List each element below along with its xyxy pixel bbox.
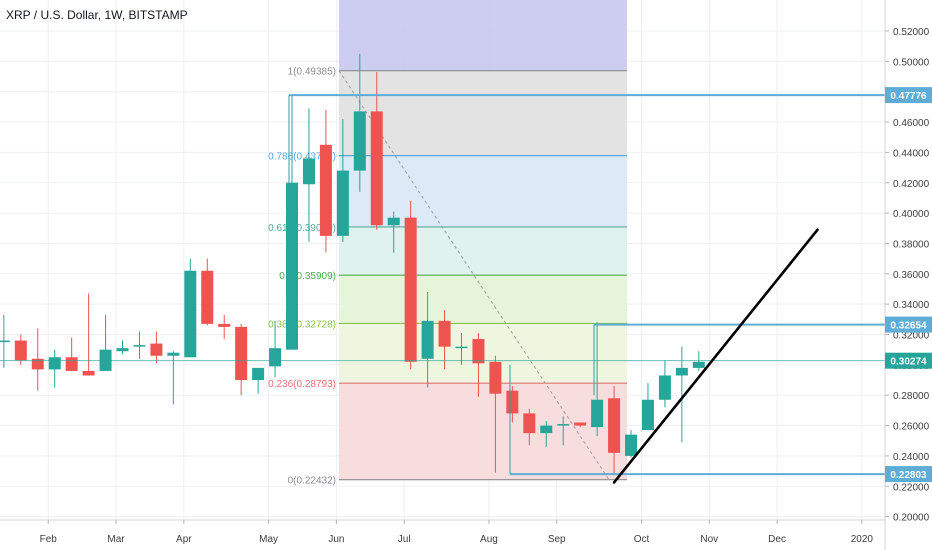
price-badge-label: 0.32654 [890,321,927,332]
fib-level-label: 1(0.49385) [288,67,336,78]
time-axis-label: Oct [634,534,650,545]
candle-body[interactable] [625,434,638,456]
price-axis-label: 0.36000 [893,270,930,281]
candle-body[interactable] [591,399,604,428]
candle-body[interactable] [506,390,519,414]
candle-body[interactable] [82,370,95,376]
candle-body[interactable] [201,270,214,324]
price-axis-label: 0.42000 [893,179,930,190]
candle-body[interactable] [48,357,61,370]
price-axis-label: 0.20000 [893,513,930,524]
price-axis-label: 0.34000 [893,300,930,311]
candle-body[interactable] [252,367,265,381]
price-badge[interactable] [885,87,932,104]
candle-body[interactable] [336,170,349,236]
fib-level-label: 0.382(0.32728) [268,319,336,330]
time-axis-label: Jul [398,534,411,545]
fib-level-label: 0.236(0.28793) [268,379,336,390]
candle-body[interactable] [692,361,705,368]
candle-body[interactable] [438,320,451,347]
time-axis-label: Sep [548,534,566,545]
price-badge[interactable] [885,466,932,483]
price-axis-label: 0.24000 [893,452,930,463]
fibonacci-retracement[interactable]: 1(0.49385) 0.786(0.43787) 0.618(0.39089) 0.… [268,0,627,487]
candle-body[interactable] [574,422,587,426]
price-badge-label: 0.22803 [890,470,927,481]
price-axis-label: 0.40000 [893,209,930,220]
candle-body[interactable] [370,111,383,226]
time-axis-label: Dec [768,534,786,545]
price-axis-label: 0.50000 [893,57,930,68]
candle-body[interactable] [31,358,44,370]
horizontal-price-lines[interactable] [0,94,885,476]
price-badge[interactable] [885,352,932,369]
time-axis-label: Jun [328,534,344,545]
price-axis-label: 0.38000 [893,239,930,250]
time-axis-label: Aug [480,534,498,545]
candle-body[interactable] [523,413,536,434]
candle-body[interactable] [133,345,146,347]
price-badge-label: 0.30274 [890,357,927,368]
candle-body[interactable] [658,375,671,400]
candle-body[interactable] [353,111,366,171]
fib-level-label: 0(0.22432) [288,476,336,487]
candle-body[interactable] [235,326,248,381]
fib-zone [339,383,627,480]
candle-body[interactable] [167,352,180,356]
candle-body[interactable] [675,367,688,376]
candle-body[interactable] [540,425,553,434]
price-axis-label: 0.44000 [893,148,930,159]
candle-body[interactable] [184,270,197,358]
time-axis-label: 2020 [851,534,874,545]
candle-body[interactable] [14,340,27,361]
candle-body[interactable] [116,348,129,352]
candle-body[interactable] [387,217,400,226]
time-axis-label: Feb [40,534,58,545]
candle-body[interactable] [319,144,332,236]
candle-body[interactable] [65,357,78,371]
price-badge[interactable] [885,316,932,333]
fib-level-label: 0.618(0.39089) [268,223,336,234]
candle-body[interactable] [302,158,315,185]
time-axis-label: May [259,534,278,545]
price-axis-label: 0.52000 [893,27,930,38]
chart-title: XRP / U.S. Dollar, 1W, BITSTAMP [6,8,188,22]
fib-zone [339,155,627,227]
candle-body[interactable] [472,339,485,364]
candle-body[interactable] [455,346,468,349]
candle-body[interactable] [557,424,570,426]
fib-trend-diagonal [338,70,610,480]
time-axis-label: Mar [107,534,125,545]
fib-level-label: 0.5(0.35909) [279,271,336,282]
price-badge-label: 0.47776 [890,91,927,102]
price-axis-label: 0.26000 [893,422,930,433]
candle-body[interactable] [286,182,299,350]
price-axis-label: 0.32000 [893,331,930,342]
candle-body[interactable] [218,323,231,327]
candle-body[interactable] [641,399,654,431]
fib-zone [339,275,627,324]
candle-body[interactable] [0,340,10,343]
fib-level-label: 0.786(0.43787) [268,152,336,163]
price-axis-label: 0.22000 [893,482,930,493]
price-axis-label: 0.46000 [893,118,930,129]
price-axis-label: 0.28000 [893,391,930,402]
time-axis-label: Apr [176,534,192,545]
time-axis-label: Nov [700,534,718,545]
candle-body[interactable] [608,398,621,453]
candle-body[interactable] [404,217,417,362]
fib-zone [339,226,627,276]
candle-body[interactable] [150,343,163,356]
fib-extension-zone [339,0,627,71]
fib-zone [339,70,627,156]
time-axis[interactable]: Feb Mar Apr May Jun Jul Aug Sep Oct Nov Dec 2020 [0,519,885,545]
trend-line[interactable] [612,228,819,484]
candle-body[interactable] [269,348,282,367]
candle-body[interactable] [489,361,502,394]
price-axis[interactable]: 0.520000.500000.480000.460000.440000.420… [884,0,932,550]
trend-line-segment[interactable] [612,228,819,484]
candle-body[interactable] [421,320,434,359]
